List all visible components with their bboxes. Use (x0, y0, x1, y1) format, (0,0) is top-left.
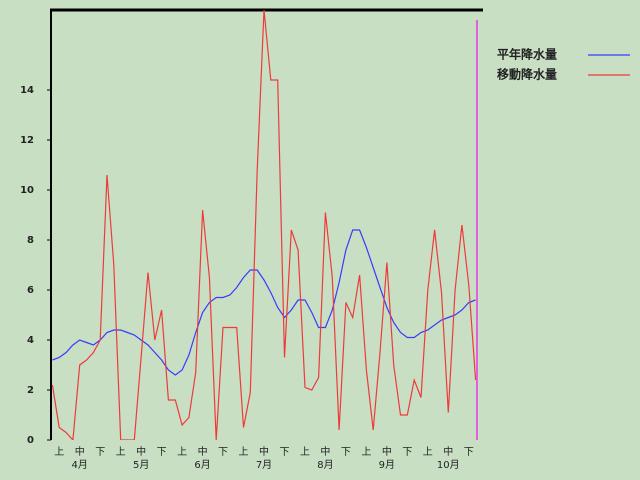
month-label: 10月 (437, 459, 460, 471)
x-tick-label: 上 (177, 446, 187, 458)
x-tick-label: 中 (75, 445, 85, 458)
x-tick-label: 下 (402, 447, 412, 458)
y-tick-label: 0 (27, 435, 34, 446)
x-tick-label: 下 (95, 447, 105, 458)
x-tick-label: 上 (300, 446, 310, 458)
x-tick-label: 下 (157, 447, 167, 458)
x-tick-label: 中 (136, 445, 146, 458)
legend-label: 移動降水量 (497, 67, 557, 82)
x-tick-label: 中 (320, 445, 330, 458)
month-label: 6月 (194, 459, 210, 471)
x-tick-label: 上 (361, 446, 371, 458)
x-tick-label: 下 (341, 447, 351, 458)
x-tick-label: 下 (218, 447, 228, 458)
x-tick-label: 中 (443, 445, 453, 458)
y-tick-label: 10 (20, 185, 34, 196)
y-tick-label: 6 (27, 285, 34, 296)
x-tick-label: 上 (239, 446, 249, 458)
x-tick-label: 下 (464, 447, 474, 458)
x-tick-label: 上 (423, 446, 433, 458)
month-label: 9月 (379, 459, 395, 471)
y-tick-label: 12 (20, 135, 34, 146)
series-line (52, 229, 476, 376)
month-label: 7月 (256, 459, 272, 471)
month-label: 8月 (317, 459, 333, 471)
x-tick-label: 中 (259, 445, 269, 458)
month-label: 4月 (72, 459, 88, 471)
y-tick-label: 8 (27, 235, 34, 246)
x-tick-label: 上 (54, 446, 64, 458)
month-label: 5月 (133, 459, 149, 471)
y-tick-label: 14 (20, 85, 34, 96)
x-tick-label: 中 (198, 445, 208, 458)
x-tick-label: 中 (382, 445, 392, 458)
y-tick-label: 2 (27, 385, 34, 396)
x-tick-label: 下 (279, 447, 289, 458)
legend-label: 平年降水量 (497, 47, 557, 62)
x-tick-label: 上 (116, 446, 126, 458)
series-line (51, 10, 477, 440)
y-tick-label: 4 (27, 335, 34, 346)
